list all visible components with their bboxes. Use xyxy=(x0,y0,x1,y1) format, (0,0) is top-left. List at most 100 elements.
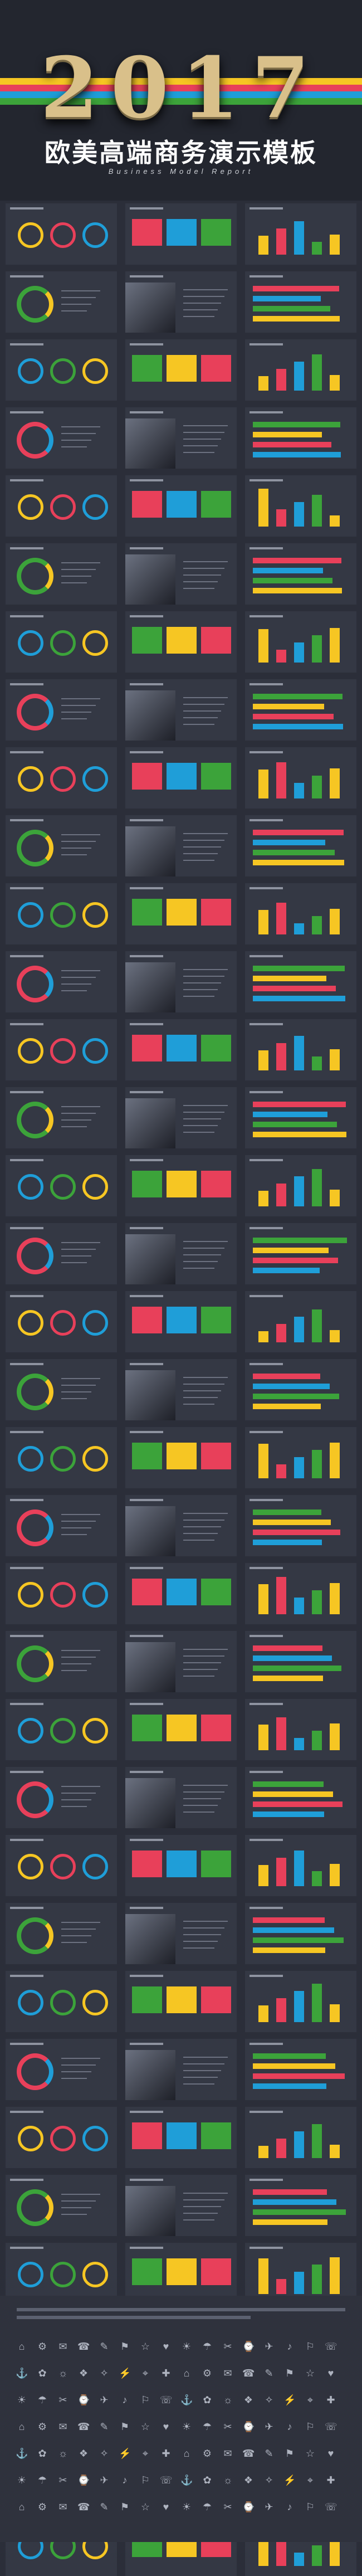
slide-heading xyxy=(130,955,163,957)
pictogram-icon: ♥ xyxy=(163,2501,169,2512)
slide-thumbnail xyxy=(125,1767,237,1828)
slide-bar xyxy=(276,650,286,663)
slide-text-line xyxy=(183,1520,224,1521)
slide-text-line xyxy=(183,1254,221,1255)
pictogram-icon: ✈ xyxy=(265,2341,273,2352)
slide-thumbnail xyxy=(125,1495,237,1556)
slide-circle xyxy=(50,358,76,384)
slide-text-line xyxy=(183,1927,224,1929)
slide-heading xyxy=(130,207,163,210)
slide-circle xyxy=(18,1174,43,1200)
slide-thumbnail xyxy=(245,339,356,401)
pictogram-icon: ✈ xyxy=(100,2475,109,2486)
slide-color-block xyxy=(132,1986,162,2013)
pictogram-icon: ☎ xyxy=(242,2368,255,2379)
slide-text-line xyxy=(61,1106,100,1107)
slide-heading xyxy=(130,1227,163,1229)
slide-text-line xyxy=(61,1534,87,1535)
slide-heading xyxy=(10,1227,43,1229)
slide-text-line xyxy=(61,1391,91,1392)
slide-thumbnail xyxy=(125,1699,237,1760)
slide-color-block xyxy=(167,627,197,654)
slide-strip xyxy=(253,1791,333,1797)
slide-text-line xyxy=(61,1514,100,1515)
slide-circle xyxy=(82,358,108,384)
slide-text-line xyxy=(61,1249,96,1250)
pictogram-icon: ⌚ xyxy=(242,2341,255,2352)
slide-thumbnail xyxy=(245,1495,356,1556)
pictogram-icon: ✎ xyxy=(265,2368,273,2379)
slide-text-line xyxy=(183,1112,224,1113)
slide-text-line xyxy=(183,1105,228,1106)
slide-color-block xyxy=(167,1986,197,2013)
slide-thumbnail xyxy=(245,203,356,265)
slide-color-block xyxy=(132,1579,162,1605)
slide-bar xyxy=(330,628,340,663)
pictogram-icon: ⚙ xyxy=(202,2448,212,2459)
slide-bar xyxy=(276,369,286,391)
pictogram-icon: ☎ xyxy=(77,2341,90,2352)
pictogram-icon: ⚙ xyxy=(37,2501,47,2512)
slide-circle xyxy=(50,902,76,928)
pictogram-icon: ☆ xyxy=(140,2501,150,2512)
slide-thumbnail xyxy=(245,1631,356,1692)
slide-text-line xyxy=(183,289,228,290)
slide-strip xyxy=(253,2209,346,2215)
slide-thumbnail xyxy=(6,951,117,1012)
slide-circle xyxy=(18,1990,43,2015)
slide-bar xyxy=(330,2004,340,2022)
slide-bar xyxy=(294,642,304,663)
slide-circle xyxy=(18,902,43,928)
slide-bar xyxy=(330,235,340,255)
slide-heading xyxy=(130,1839,163,1841)
slide-bar xyxy=(330,909,340,934)
slide-strip xyxy=(253,578,332,583)
slide-text-line xyxy=(183,2213,218,2214)
slide-circle xyxy=(18,1854,43,1879)
pictogram-icon: ⌖ xyxy=(307,2394,314,2405)
slide-thumbnail xyxy=(125,679,237,741)
slide-strip xyxy=(253,704,324,709)
pictogram-icon: ⌚ xyxy=(242,2421,255,2432)
pictogram-icon: ⚑ xyxy=(120,2501,130,2512)
pictogram-icon: ✂ xyxy=(223,2421,232,2432)
pictogram-icon: ☂ xyxy=(202,2341,212,2352)
slide-circle xyxy=(50,2126,76,2151)
slide-color-block xyxy=(132,1443,162,1469)
slide-ring xyxy=(17,830,53,866)
slide-thumbnail xyxy=(245,1087,356,1148)
slide-strip xyxy=(253,1676,323,1681)
slide-bar xyxy=(258,1050,268,1070)
pictogram-icon: ✿ xyxy=(203,2475,212,2486)
slide-heading xyxy=(10,1295,43,1297)
pictogram-icon: ⌖ xyxy=(142,2368,149,2379)
slide-circle xyxy=(82,1582,108,1608)
slide-heading xyxy=(10,819,43,821)
slide-heading xyxy=(10,2179,43,2181)
slide-color-block xyxy=(132,1851,162,1877)
slide-text-line xyxy=(183,1404,214,1405)
pictogram-icon: ⚐ xyxy=(140,2394,150,2405)
slide-text-line xyxy=(61,426,100,427)
slide-text-line xyxy=(61,705,96,706)
slide-bar xyxy=(258,2005,268,2022)
slide-thumbnail xyxy=(6,2107,117,2168)
slide-text-line xyxy=(61,2194,100,2195)
slide-text-line xyxy=(61,1262,87,1263)
slide-thumbnail xyxy=(245,1155,356,1216)
slide-color-block xyxy=(167,355,197,382)
slide-heading xyxy=(250,1363,283,1365)
slide-text-line xyxy=(183,2063,224,2064)
slide-bar xyxy=(276,1043,286,1070)
slide-heading xyxy=(10,2043,43,2045)
pictogram-icon: ⚡ xyxy=(119,2448,131,2459)
slide-bar xyxy=(312,1731,322,1750)
slide-thumbnail xyxy=(125,271,237,333)
slide-photo xyxy=(125,690,175,741)
pictogram-icon: ⚡ xyxy=(283,2394,296,2405)
slide-circle xyxy=(50,2262,76,2287)
pictogram-icon: ☼ xyxy=(58,2368,68,2379)
slide-text-line xyxy=(183,1261,218,1262)
slide-color-block xyxy=(201,2122,231,2149)
slide-bar xyxy=(276,762,286,798)
